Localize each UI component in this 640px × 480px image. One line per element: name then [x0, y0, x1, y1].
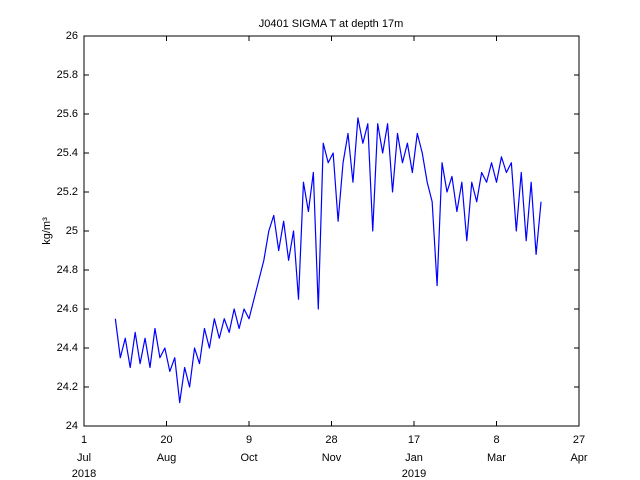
- x-tick-label: 8: [493, 434, 499, 446]
- x-tick-month: Jan: [405, 452, 423, 464]
- x-tick-label: 27: [573, 434, 585, 446]
- y-tick-label: 25.6: [57, 108, 78, 120]
- x-tick-month: Apr: [570, 452, 587, 464]
- x-tick-month: Jul: [77, 452, 91, 464]
- y-tick-label: 24.8: [57, 264, 78, 276]
- x-tick-label: 9: [246, 434, 252, 446]
- y-tick-label: 26: [66, 30, 78, 42]
- x-tick-month: Nov: [322, 452, 342, 464]
- y-tick-label: 25: [66, 225, 78, 237]
- y-tick-label: 24: [66, 420, 78, 432]
- y-axis-label: kg/m³: [41, 217, 53, 245]
- y-tick-label: 25.4: [57, 147, 78, 159]
- y-tick-label: 24.2: [57, 381, 78, 393]
- x-tick-label: 17: [408, 434, 420, 446]
- x-tick-month: Aug: [157, 452, 177, 464]
- x-tick-label: 20: [160, 434, 172, 446]
- data-line: [114, 117, 542, 404]
- x-tick-month: Oct: [240, 452, 257, 464]
- year-label: 2018: [72, 468, 96, 480]
- x-tick-month: Mar: [487, 452, 506, 464]
- y-tick-label: 24.6: [57, 303, 78, 315]
- chart-title: J0401 SIGMA T at depth 17m: [259, 18, 404, 30]
- y-tick-label: 25.2: [57, 186, 78, 198]
- x-tick-label: 28: [325, 434, 337, 446]
- y-tick-label: 24.4: [57, 342, 78, 354]
- y-tick-label: 25.8: [57, 69, 78, 81]
- year-label: 2019: [402, 468, 426, 480]
- x-tick-label: 1: [81, 434, 87, 446]
